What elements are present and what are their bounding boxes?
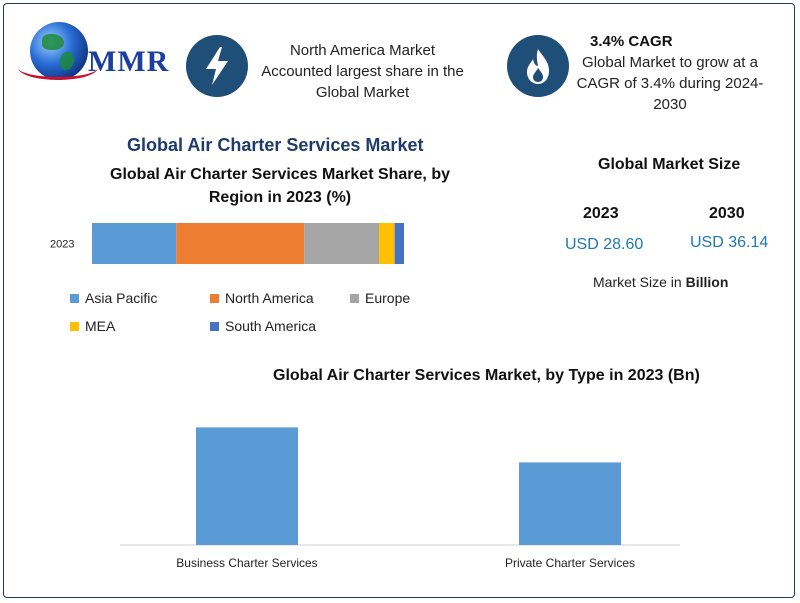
legend-item-asia-pacific: Asia Pacific <box>70 290 157 306</box>
legend-swatch <box>350 293 359 303</box>
market-size-title: Global Market Size <box>598 156 741 173</box>
unit-note-unit: Billion <box>685 274 729 290</box>
lightning-bolt-icon <box>186 35 248 97</box>
cagr-info: Global Market to grow at a CAGR of 3.4% … <box>575 52 765 115</box>
bar-segment-asia-pacific <box>92 223 177 264</box>
legend-item-europe: Europe <box>350 290 410 306</box>
x-tick-label: Private Charter Services <box>505 556 635 570</box>
legend-item-north-america: North America <box>210 290 314 306</box>
type-chart-title: Global Air Charter Services Market, by T… <box>273 367 700 384</box>
regional-share-chart: 2023 <box>50 223 404 264</box>
info2-line2: CAGR of 3.4% during 2024- <box>576 75 764 92</box>
legend-label: South America <box>225 318 317 334</box>
flame-icon <box>507 35 569 97</box>
north-america-info: North America Market Accounted largest s… <box>255 40 470 103</box>
legend-swatch <box>210 293 219 303</box>
infographic-frame <box>3 3 795 598</box>
unit-note-prefix: Market Size in <box>593 274 682 290</box>
logo-text: MMR <box>88 45 170 78</box>
info1-line3: Global Market <box>315 84 410 101</box>
cagr-title: 3.4% CAGR <box>590 33 673 50</box>
logo-swoosh <box>18 55 98 80</box>
type-bar-chart: Business Charter Services Private Charter… <box>120 427 680 570</box>
share-chart-title-line2: Region in 2023 (%) <box>208 189 352 206</box>
bar-private-charter-services <box>519 462 621 545</box>
legend-swatch <box>70 293 79 303</box>
market-value-2023: USD 28.60 <box>565 236 644 253</box>
bar-segment-south-america <box>394 223 404 264</box>
market-year-2023: 2023 <box>583 205 619 222</box>
legend-swatch <box>210 321 219 331</box>
share-chart-title-line1: Global Air Charter Services Market Share… <box>110 166 450 183</box>
bar-segment-north-america <box>176 223 305 264</box>
legend-item-mea: MEA <box>70 318 115 334</box>
info2-line1: Global Market to grow at a <box>582 54 758 71</box>
legend-item-south-america: South America <box>210 318 316 334</box>
category-label: 2023 <box>50 239 74 251</box>
legend-swatch <box>70 321 79 331</box>
info2-line3: 2030 <box>653 96 687 113</box>
main-title: Global Air Charter Services Market <box>127 135 424 155</box>
legend-label: Europe <box>365 290 411 306</box>
legend-label: MEA <box>85 318 116 334</box>
x-tick-label: Business Charter Services <box>176 556 317 570</box>
market-size-unit-note: Market Size in Billion <box>593 274 728 290</box>
info1-line1: North America Market <box>289 42 436 59</box>
legend-label: Asia Pacific <box>85 290 158 306</box>
info1-line2: Accounted largest share in the <box>261 63 464 80</box>
bar-segment-europe <box>304 223 380 264</box>
share-chart-title: Global Air Charter Services Market Share… <box>90 163 470 209</box>
market-value-2030: USD 36.14 <box>690 234 769 251</box>
regional-share-legend: Asia Pacific North America Europe MEA South … <box>70 290 410 342</box>
legend-label: North America <box>225 290 314 306</box>
bar-segment-mea <box>379 223 395 264</box>
globe-land-shape <box>42 34 64 50</box>
bar-business-charter-services <box>196 427 298 545</box>
market-year-2030: 2030 <box>709 205 745 222</box>
